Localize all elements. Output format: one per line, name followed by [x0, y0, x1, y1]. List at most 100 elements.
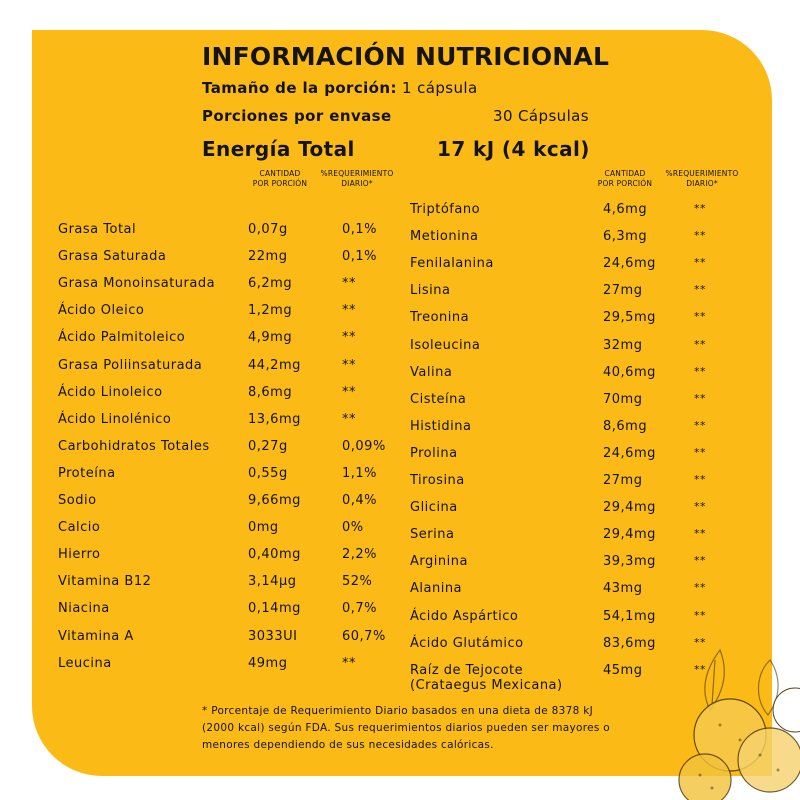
daily-percent: 0,7% [342, 601, 378, 617]
daily-percent: 60,7% [342, 628, 386, 644]
amount-per-serving: 39,3mg [603, 554, 656, 570]
amount-per-serving: 32mg [603, 337, 643, 353]
nutrient-name: Valina [410, 364, 453, 380]
tejocote-fruit-illustration [678, 648, 800, 800]
daily-percent: 0,4% [342, 493, 378, 508]
daily-percent: 0% [342, 520, 364, 536]
left-daily-header: %REQUERIMIENTO DIARIO* [320, 169, 394, 188]
amount-per-serving: 45mg [603, 662, 643, 678]
nutrient-name: Ácido Oleico [58, 303, 145, 319]
nutrient-name: Grasa Poliinsaturada [58, 357, 203, 373]
nutrient-name: Glicina [410, 500, 458, 516]
nutrient-name: Carbohidratos Totales [58, 438, 210, 454]
daily-percent: ** [694, 662, 706, 676]
nutrient-name: Arginina [410, 554, 468, 570]
nutrient-name: Histidina [410, 418, 472, 434]
amount-per-serving: 70mg [603, 391, 643, 407]
amount-per-serving: 0mg [248, 520, 279, 536]
daily-percent: ** [694, 635, 706, 649]
nutrient-name: Leucina [58, 655, 112, 671]
footnote: * Porcentaje de Requerimiento Diario bas… [202, 705, 610, 751]
nutrient-name: Ácido Glutámico [410, 635, 524, 651]
nutrition-panel [32, 30, 772, 776]
amount-per-serving: 27mg [603, 283, 643, 299]
amount-per-serving: 0,14mg [248, 601, 301, 617]
amount-per-serving: 43mg [603, 581, 643, 597]
daily-percent: ** [342, 330, 356, 346]
amount-per-serving: 6,2mg [248, 276, 293, 292]
daily-percent: ** [694, 500, 706, 514]
daily-percent: ** [694, 229, 706, 243]
nutrient-name: Alanina [410, 581, 463, 597]
daily-percent: ** [342, 655, 356, 671]
amount-per-serving: 0,55g [248, 465, 288, 481]
nutrient-name: Ácido Aspártico [410, 608, 519, 624]
daily-percent: ** [694, 445, 706, 459]
amount-per-serving: 1,2mg [248, 303, 293, 319]
nutrient-name: Hierro [58, 547, 101, 563]
nutrient-name: Triptófano [410, 202, 481, 217]
nutrient-name: Grasa Total [58, 222, 137, 237]
nutrient-name: Proteína [58, 465, 116, 481]
nutrient-name: Ácido Palmitoleico [58, 330, 186, 346]
amount-per-serving: 8,6mg [603, 418, 648, 434]
nutrient-name: Niacina [58, 601, 110, 617]
daily-percent: ** [694, 256, 706, 270]
nutrient-name: Calcio [58, 520, 101, 536]
nutrient-name: Grasa Saturada [58, 249, 167, 265]
daily-percent: ** [694, 554, 706, 568]
nutrient-name: Prolina [410, 445, 458, 461]
amount-per-serving: 27mg [603, 473, 643, 488]
right-amount-header: CANTIDAD POR PORCIÓN [597, 169, 653, 188]
servings-per-container-label: Porciones por envase [202, 107, 392, 125]
nutrient-name: Raíz de Tejocote (Crataegus Mexicana) [410, 662, 563, 693]
amount-per-serving: 24,6mg [603, 256, 656, 272]
daily-percent: ** [694, 202, 706, 215]
amount-per-serving: 8,6mg [248, 384, 293, 400]
serving-size-value: 1 cápsula [402, 79, 478, 97]
serving-size: Tamaño de la porción: 1 cápsula [202, 79, 478, 97]
amount-per-serving: 4,6mg [603, 202, 648, 217]
amount-per-serving: 13,6mg [248, 411, 301, 427]
serving-size-label: Tamaño de la porción: [202, 79, 397, 97]
nutrient-name: Cisteína [410, 391, 467, 407]
daily-percent: ** [342, 303, 356, 319]
daily-percent: ** [694, 473, 706, 486]
amount-per-serving: 83,6mg [603, 635, 656, 651]
amount-per-serving: 29,4mg [603, 500, 656, 516]
amount-per-serving: 0,40mg [248, 547, 301, 563]
amount-per-serving: 49mg [248, 655, 288, 671]
nutrient-name: Lisina [410, 283, 451, 299]
daily-percent: ** [694, 418, 706, 432]
nutrient-name: Ácido Linoleico [58, 384, 163, 400]
energy-value: 17 kJ (4 kcal) [437, 137, 590, 161]
daily-percent: ** [694, 608, 706, 622]
daily-percent: ** [694, 364, 706, 378]
daily-percent: ** [694, 581, 706, 595]
daily-percent: 1,1% [342, 465, 378, 481]
amount-per-serving: 4,9mg [248, 330, 293, 346]
nutrient-name: Ácido Linolénico [58, 411, 172, 427]
amount-per-serving: 3033UI [248, 628, 298, 644]
daily-percent: ** [342, 384, 356, 400]
daily-percent: ** [694, 527, 706, 541]
amount-per-serving: 9,66mg [248, 493, 301, 508]
daily-percent: ** [342, 411, 356, 427]
amount-per-serving: 54,1mg [603, 608, 656, 624]
daily-percent: ** [694, 337, 706, 351]
nutrient-name: Sodio [58, 493, 97, 508]
energy-label: Energía Total [202, 137, 355, 161]
amount-per-serving: 44,2mg [248, 357, 301, 373]
nutrient-name: Tirosina [410, 473, 465, 488]
daily-percent: ** [694, 283, 706, 297]
daily-percent: 0,1% [342, 222, 378, 237]
nutrient-name: Treonina [410, 310, 470, 326]
nutrient-name: Isoleucina [410, 337, 481, 353]
amount-per-serving: 6,3mg [603, 229, 648, 245]
nutrient-name: Grasa Monoinsaturada [58, 276, 216, 292]
right-daily-header: %REQUERIMIENTO DIARIO* [665, 169, 739, 188]
nutrient-name: Vitamina A [58, 628, 134, 644]
amount-per-serving: 29,5mg [603, 310, 656, 326]
daily-percent: ** [342, 276, 356, 292]
nutrient-name: Metionina [410, 229, 479, 245]
